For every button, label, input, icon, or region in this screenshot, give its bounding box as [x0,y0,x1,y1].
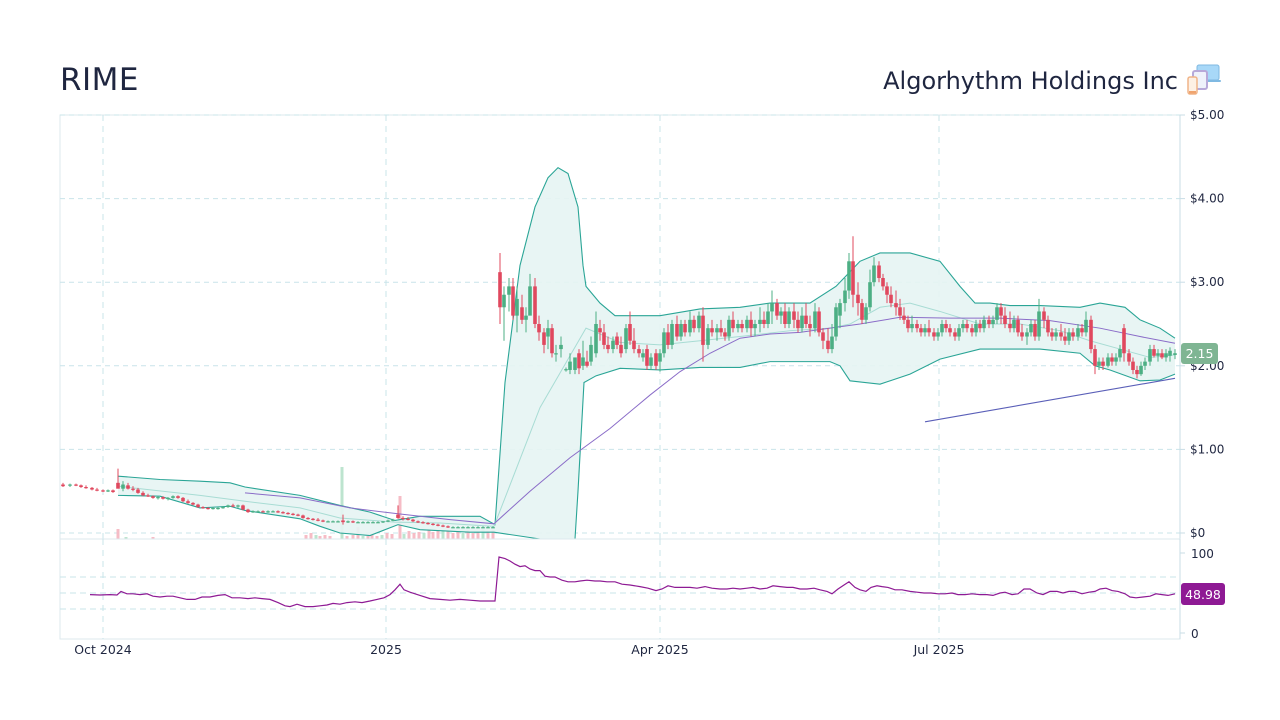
x-label-jul-2025: Jul 2025 [913,642,965,657]
devices-icon [1187,64,1221,95]
rsi-reference-lines [60,576,1180,610]
x-label-apr-2025: Apr 2025 [631,642,688,657]
rsi-axis-label-100: 100 [1191,547,1214,561]
rsi-axis: 100 0 [1179,539,1214,641]
company-name: Algorhythm Holdings Inc [883,67,1178,95]
last-price-value: 2.15 [1186,346,1214,361]
price-axis-label: $3.00 [1190,275,1224,289]
x-label-2025: 2025 [370,642,402,657]
last-price-badge: 2.15 [1181,343,1218,364]
price-panel [59,114,1181,540]
rsi-line [89,556,1176,608]
volume-bars [116,467,495,539]
price-axis-label: $0 [1190,526,1205,540]
rsi-axis-label-0: 0 [1191,627,1199,641]
moving-averages [244,316,1176,525]
price-axis-label: $4.00 [1190,192,1224,206]
price-axis-label: $5.00 [1190,108,1224,122]
price-axis: $5.00$4.00$3.00$2.00$1.00$0 [1179,108,1224,540]
rsi-panel [59,538,1181,640]
candlesticks [61,236,1177,529]
rsi-value: 48.98 [1185,587,1221,602]
time-axis: Oct 2024 2025 Apr 2025 Jul 2025 [74,642,964,657]
x-label-oct-2024: Oct 2024 [74,642,131,657]
rsi-value-badge: 48.98 [1181,583,1225,605]
price-axis-label: $1.00 [1190,442,1224,456]
ticker-symbol: RIME [60,62,140,98]
